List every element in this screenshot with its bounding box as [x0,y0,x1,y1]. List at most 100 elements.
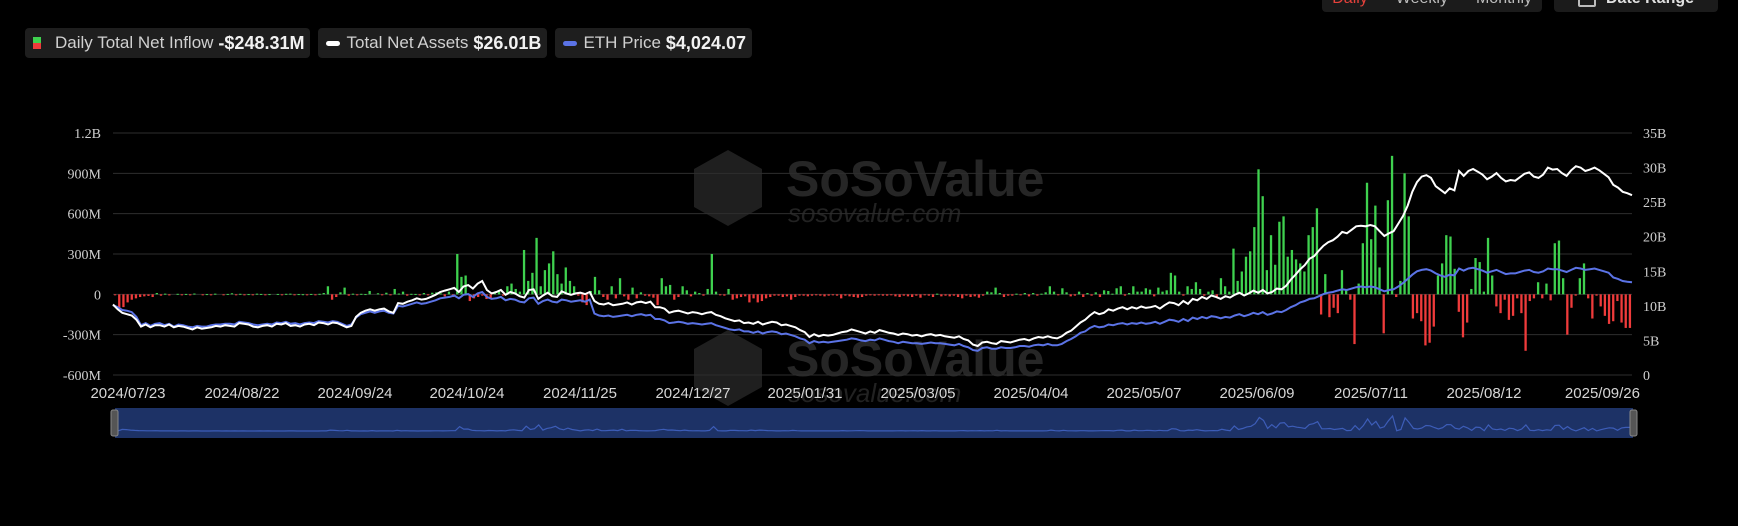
inflow-bar [1386,200,1390,295]
inflow-bar [1528,294,1531,302]
inflow-bar [831,294,835,296]
inflow-bar [1562,278,1565,295]
tab-weekly[interactable]: Weekly [1396,0,1448,8]
inflow-bar [973,294,976,297]
inflow-bar [840,294,843,299]
inflow-bar [1557,240,1561,295]
navigator-track[interactable] [115,408,1633,438]
inflow-bar [798,294,801,296]
inflow-bar [1073,294,1077,296]
legend-label-eth: ETH Price [583,33,661,52]
inflow-bar [255,293,259,295]
inflow-bar [1052,291,1056,295]
inflow-bar [1353,294,1356,345]
date-range-button[interactable]: Date Range [1554,0,1718,12]
inflow-bar [276,293,279,295]
y-axis-left: 1.2B 900M 600M 300M 0 -300M -600M [63,127,102,384]
inflow-bar [552,251,555,295]
inflow-bar [1574,294,1577,296]
inflow-bar [1006,294,1010,296]
inflow-bar [193,293,196,295]
y-tick-label-left: 0 [94,288,101,303]
inflow-bar [969,294,972,298]
inflow-bar [719,294,722,296]
inflow-bar [1532,294,1536,299]
inflow-bar [1470,288,1473,295]
inflow-bar [260,293,263,295]
legend-item-assets[interactable]: Total Net Assets $26.01B [318,28,548,58]
inflow-bar [810,294,814,296]
navigator[interactable] [110,408,1638,438]
inflow-bar [785,294,789,297]
inflow-bar [1086,292,1089,295]
inflow-bar [1628,294,1632,328]
inflow-bar [706,288,709,295]
inflow-bar [827,294,830,296]
inflow-bar [1511,294,1515,316]
inflow-bar [1370,239,1373,295]
inflow-bar [1324,274,1327,295]
inflow-bar [301,294,305,296]
inflow-bar [1603,294,1607,316]
inflow-bar [1102,290,1106,295]
inflow-bar [727,288,730,295]
inflow-bar [322,292,325,295]
inflow-bar [685,290,688,295]
inflow-bar [1328,294,1331,318]
legend-item-eth[interactable]: ETH Price $4,024.07 [555,28,752,58]
tab-daily[interactable]: Daily [1332,0,1368,8]
inflow-bar [1194,282,1198,295]
x-tick-label: 2025/05/07 [1106,385,1181,402]
inflow-bar [1424,294,1427,346]
inflow-bar [489,294,492,299]
inflow-bar [873,294,876,296]
inflow-bar [1023,292,1026,295]
inflow-bar [1015,293,1018,295]
inflow-bar [723,294,726,296]
inflow-bar [1311,227,1314,295]
inflow-bar [956,294,960,298]
inflow-bar [965,294,968,296]
inflow-bar [159,294,163,296]
navigator-right-handle[interactable] [1629,409,1638,437]
inflow-bar [1274,264,1277,295]
inflow-bar [885,294,889,296]
chart-legend: Daily Total Net Inflow -$248.31M Total N… [25,28,752,58]
inflow-bar [264,294,267,296]
inflow-bar [1061,288,1064,295]
inflow-bar [1595,294,1598,296]
inflow-bar [902,294,905,296]
navigator-left-handle[interactable] [110,409,119,437]
inflow-bar [355,294,359,296]
inflow-bar [848,294,851,297]
legend-item-inflow[interactable]: Daily Total Net Inflow -$248.31M [25,28,311,58]
inflow-bar [1545,283,1548,295]
inflow-bar [643,294,647,296]
y-tick-label-right: 5B [1643,334,1659,349]
inflow-bar [1612,294,1615,322]
inflow-bar [681,286,684,295]
inflow-bar [335,294,338,298]
inflow-bar [422,292,426,295]
tab-monthly[interactable]: Monthly [1476,0,1532,8]
inflow-bar [122,294,125,308]
inflow-bar [151,294,154,298]
inflow-bar [134,294,138,299]
inflow-bar [138,294,142,298]
inflow-bar [1461,294,1465,338]
inflow-bar [856,294,860,298]
inflow-bar [1436,275,1440,295]
inflow-bar [986,291,989,295]
inflow-bar [952,294,956,296]
inflow-bar [981,294,985,296]
inflow-bar [568,280,572,295]
inflow-bar [977,294,981,298]
inflow-bar [802,294,805,296]
inflow-bar [460,276,463,295]
inflow-bar [606,294,609,300]
inflow-bar [1161,291,1164,295]
inflow-bar [1319,294,1323,315]
inflow-bar [343,287,346,295]
inflow-bar [1077,291,1081,295]
